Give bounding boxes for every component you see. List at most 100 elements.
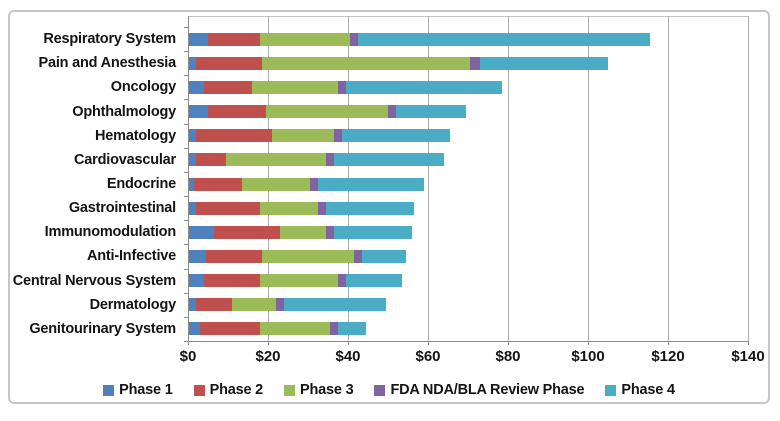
bar-segment-phase-2: [206, 249, 262, 263]
bar-row: [188, 124, 748, 148]
bar-segment-phase-4: [341, 129, 450, 143]
bar-track-pain-and-anesthesia: [188, 56, 748, 70]
x-axis-tick: [588, 341, 589, 345]
plot-top-border: [188, 16, 748, 17]
bar-segment-phase-3: [262, 249, 354, 263]
bar-segment-phase-1: [188, 80, 204, 94]
bar-row: [188, 293, 748, 317]
category-label: Dermatology: [89, 296, 177, 313]
legend-swatch-phase-4: [605, 384, 617, 396]
bar-segment-phase-4: [345, 80, 502, 94]
y-axis-tick: [184, 75, 188, 77]
bar-segment-fda-nda-bla-review-phase: [310, 177, 318, 191]
x-axis-tick-label: $60: [415, 348, 441, 365]
bar-row: [188, 244, 748, 268]
bar-track-dermatology: [188, 298, 748, 312]
plot-area: [184, 16, 749, 345]
y-axis-tick: [184, 341, 188, 342]
x-axis-tick: [188, 341, 189, 345]
gridline: [748, 16, 749, 341]
bar-track-ophthalmology: [188, 105, 748, 119]
legend: Phase 1 Phase 2 Phase 3 FDA NDA/BLA Review …: [10, 376, 768, 404]
x-axis-tick-label: $40: [335, 348, 361, 365]
bar-segment-phase-4: [283, 298, 386, 312]
bar-segment-phase-4: [337, 322, 366, 336]
gridline: [588, 16, 589, 341]
category-label: Gastrointestinal: [68, 200, 176, 217]
legend-label: Phase 2: [209, 382, 264, 398]
bar-segment-phase-4: [317, 177, 424, 191]
y-axis-line: [188, 16, 189, 341]
legend-item-phase-2: Phase 2: [193, 382, 264, 398]
bar-segment-phase-1: [188, 153, 196, 167]
bar-segment-phase-1: [188, 249, 206, 263]
y-axis-tick: [184, 147, 188, 149]
bar-row: [188, 220, 748, 244]
y-axis-tick: [184, 220, 188, 222]
bar-segment-phase-3: [280, 225, 326, 239]
bar-segment-phase-2: [203, 274, 260, 288]
bar-segment-phase-3: [266, 105, 388, 119]
x-axis-tick: [428, 341, 429, 345]
bar-segment-phase-2: [200, 322, 260, 336]
legend-swatch-phase-2: [193, 384, 205, 396]
bar-segment-phase-4: [325, 201, 414, 215]
legend-swatch-phase-3: [284, 384, 296, 396]
bar-row: [188, 269, 748, 293]
legend-label: Phase 1: [119, 382, 173, 398]
bar-track-immunomodulation: [188, 225, 748, 239]
bar-segment-phase-2: [194, 177, 242, 191]
category-label: Cardiovascular: [74, 151, 176, 168]
x-axis-tick: [748, 341, 749, 345]
category-label: Immunomodulation: [44, 224, 177, 241]
y-axis-tick: [184, 123, 188, 125]
x-axis-tick-label: $0: [179, 348, 197, 365]
bar-segment-phase-3: [259, 274, 338, 288]
y-axis-tick: [184, 292, 188, 294]
bar-segment-fda-nda-bla-review-phase: [354, 249, 362, 263]
bar-track-respiratory-system: [188, 32, 748, 46]
bar-row: [188, 75, 748, 99]
bar-track-hematology: [188, 129, 748, 143]
bar-segment-phase-2: [195, 201, 260, 215]
y-axis-tick: [184, 196, 188, 198]
x-axis-labels: $0 $20 $40 $60 $80 $100 $120 $140: [180, 348, 765, 366]
bar-segment-phase-1: [188, 129, 196, 143]
x-axis-tick-label: $120: [651, 348, 685, 365]
x-axis-tick-label: $100: [571, 348, 605, 365]
bar-segment-phase-3: [260, 322, 330, 336]
bar-segment-phase-1: [188, 201, 196, 215]
category-label: Ophthalmology: [72, 103, 176, 120]
bar-row: [188, 196, 748, 220]
x-axis-tick: [508, 341, 509, 345]
bar-track-central-nervous-system: [188, 274, 748, 288]
bar-row: [188, 317, 748, 341]
bar-segment-fda-nda-bla-review-phase: [275, 298, 284, 312]
bar-segment-phase-3: [259, 201, 318, 215]
category-label: Respiratory System: [43, 31, 176, 48]
bar-track-endocrine: [188, 177, 748, 191]
bar-rows: [188, 27, 748, 341]
gridline: [508, 16, 509, 341]
bar-row: [188, 51, 748, 75]
bar-segment-phase-1: [188, 225, 214, 239]
bar-segment-fda-nda-bla-review-phase: [333, 129, 342, 143]
bar-segment-phase-1: [188, 32, 208, 46]
bar-segment-phase-2: [195, 153, 226, 167]
bar-track-cardiovascular: [188, 153, 748, 167]
bar-row: [188, 172, 748, 196]
bar-track-anti-infective: [188, 249, 748, 263]
bar-segment-phase-3: [251, 80, 338, 94]
x-axis-tick-label: $140: [731, 348, 765, 365]
category-label: Endocrine: [106, 176, 176, 193]
y-axis-tick: [184, 316, 188, 318]
bar-segment-fda-nda-bla-review-phase: [337, 274, 346, 288]
bar-segment-phase-3: [261, 56, 470, 70]
bar-segment-fda-nda-bla-review-phase: [325, 153, 334, 167]
bar-row: [188, 27, 748, 51]
bar-segment-phase-4: [333, 153, 444, 167]
bar-segment-phase-2: [214, 225, 280, 239]
bar-segment-phase-4: [395, 105, 466, 119]
category-label: Anti-Infective: [86, 248, 176, 265]
